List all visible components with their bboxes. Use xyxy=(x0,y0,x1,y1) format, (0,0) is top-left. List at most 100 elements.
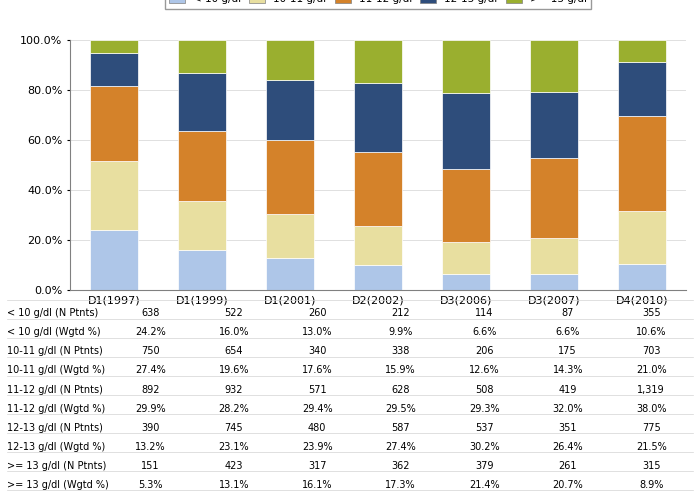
Text: 212: 212 xyxy=(391,308,410,318)
Text: 15.9%: 15.9% xyxy=(386,366,416,376)
Bar xyxy=(618,211,666,264)
Bar xyxy=(178,201,226,250)
Text: 9.9%: 9.9% xyxy=(389,328,413,338)
Bar xyxy=(442,242,490,274)
Text: < 10 g/dl (Wgtd %): < 10 g/dl (Wgtd %) xyxy=(7,328,101,338)
Bar xyxy=(178,72,226,130)
Text: 654: 654 xyxy=(225,346,243,356)
Bar xyxy=(90,230,138,290)
Bar xyxy=(178,130,226,201)
Text: 19.6%: 19.6% xyxy=(218,366,249,376)
Bar xyxy=(442,274,490,290)
Bar xyxy=(90,40,138,53)
Text: 892: 892 xyxy=(141,384,160,394)
Text: 17.6%: 17.6% xyxy=(302,366,332,376)
Text: 338: 338 xyxy=(391,346,410,356)
Bar xyxy=(618,40,666,62)
Text: 21.4%: 21.4% xyxy=(469,480,500,490)
Text: 28.2%: 28.2% xyxy=(218,404,249,413)
Text: 151: 151 xyxy=(141,460,160,470)
Text: 8.9%: 8.9% xyxy=(639,480,664,490)
Bar xyxy=(90,161,138,230)
Bar xyxy=(266,140,314,214)
Bar xyxy=(618,116,666,211)
Text: 351: 351 xyxy=(559,422,577,432)
Text: 423: 423 xyxy=(225,460,243,470)
Bar xyxy=(530,158,578,238)
Text: 114: 114 xyxy=(475,308,493,318)
Text: 638: 638 xyxy=(141,308,160,318)
Text: 932: 932 xyxy=(225,384,243,394)
Bar xyxy=(266,80,314,140)
Text: 13.1%: 13.1% xyxy=(218,480,249,490)
Text: 11-12 g/dl (N Ptnts): 11-12 g/dl (N Ptnts) xyxy=(7,384,103,394)
Bar xyxy=(354,265,402,290)
Text: 87: 87 xyxy=(561,308,574,318)
Text: 13.0%: 13.0% xyxy=(302,328,332,338)
Bar xyxy=(266,40,314,80)
Text: 24.2%: 24.2% xyxy=(135,328,166,338)
Bar xyxy=(442,169,490,242)
Text: >= 13 g/dl (N Ptnts): >= 13 g/dl (N Ptnts) xyxy=(7,460,106,470)
Legend: < 10 g/dl, 10-11 g/dl, 11-12 g/dl, 12-13 g/dl, >= 13 g/dl: < 10 g/dl, 10-11 g/dl, 11-12 g/dl, 12-13… xyxy=(165,0,591,8)
Text: 703: 703 xyxy=(642,346,661,356)
Text: 5.3%: 5.3% xyxy=(138,480,162,490)
Text: 587: 587 xyxy=(391,422,410,432)
Bar xyxy=(178,250,226,290)
Bar xyxy=(442,40,490,93)
Text: 17.3%: 17.3% xyxy=(386,480,416,490)
Text: 745: 745 xyxy=(225,422,243,432)
Bar xyxy=(442,93,490,169)
Text: 29.3%: 29.3% xyxy=(469,404,500,413)
Text: 38.0%: 38.0% xyxy=(636,404,666,413)
Text: 21.5%: 21.5% xyxy=(636,442,666,452)
Text: 6.6%: 6.6% xyxy=(472,328,496,338)
Text: 1,319: 1,319 xyxy=(638,384,665,394)
Text: 10.6%: 10.6% xyxy=(636,328,666,338)
Text: 20.7%: 20.7% xyxy=(552,480,583,490)
Text: 355: 355 xyxy=(642,308,661,318)
Text: 29.4%: 29.4% xyxy=(302,404,332,413)
Text: 10-11 g/dl (N Ptnts): 10-11 g/dl (N Ptnts) xyxy=(7,346,103,356)
Text: 508: 508 xyxy=(475,384,493,394)
Text: 628: 628 xyxy=(391,384,410,394)
Text: 12.6%: 12.6% xyxy=(469,366,500,376)
Text: 12-13 g/dl (Wgtd %): 12-13 g/dl (Wgtd %) xyxy=(7,442,105,452)
Bar xyxy=(90,86,138,161)
Bar xyxy=(618,62,666,116)
Text: 27.4%: 27.4% xyxy=(386,442,416,452)
Text: 16.0%: 16.0% xyxy=(218,328,249,338)
Bar xyxy=(354,226,402,265)
Text: 571: 571 xyxy=(308,384,327,394)
Bar xyxy=(266,214,314,258)
Bar xyxy=(354,40,402,84)
Text: 480: 480 xyxy=(308,422,326,432)
Text: 26.4%: 26.4% xyxy=(552,442,583,452)
Bar xyxy=(178,40,226,72)
Text: 775: 775 xyxy=(642,422,661,432)
Text: 14.3%: 14.3% xyxy=(552,366,583,376)
Text: 315: 315 xyxy=(642,460,661,470)
Text: 419: 419 xyxy=(559,384,577,394)
Bar xyxy=(90,53,138,86)
Text: 750: 750 xyxy=(141,346,160,356)
Bar xyxy=(354,152,402,226)
Text: 260: 260 xyxy=(308,308,326,318)
Bar xyxy=(530,40,578,92)
Text: 537: 537 xyxy=(475,422,493,432)
Text: 390: 390 xyxy=(141,422,160,432)
Text: < 10 g/dl (N Ptnts): < 10 g/dl (N Ptnts) xyxy=(7,308,98,318)
Bar xyxy=(530,92,578,158)
Text: 27.4%: 27.4% xyxy=(135,366,166,376)
Text: >= 13 g/dl (Wgtd %): >= 13 g/dl (Wgtd %) xyxy=(7,480,108,490)
Bar xyxy=(354,83,402,152)
Text: 32.0%: 32.0% xyxy=(552,404,583,413)
Text: 522: 522 xyxy=(225,308,243,318)
Text: 12-13 g/dl (N Ptnts): 12-13 g/dl (N Ptnts) xyxy=(7,422,103,432)
Bar xyxy=(266,258,314,290)
Bar xyxy=(530,238,578,274)
Bar xyxy=(530,274,578,290)
Text: 23.1%: 23.1% xyxy=(218,442,249,452)
Text: 175: 175 xyxy=(559,346,577,356)
Text: 206: 206 xyxy=(475,346,493,356)
